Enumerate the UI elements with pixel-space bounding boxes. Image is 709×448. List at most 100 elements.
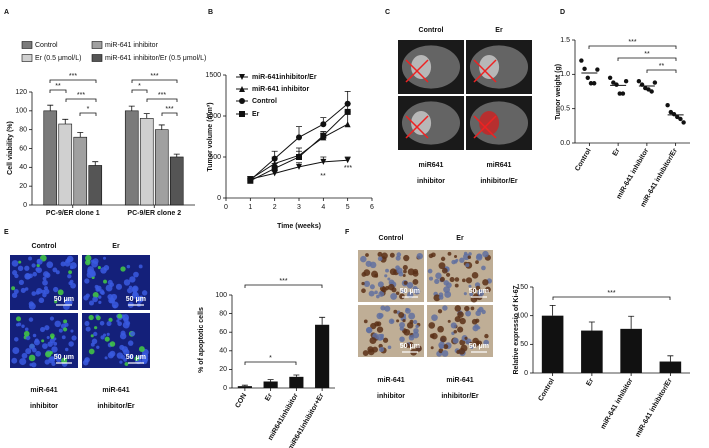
image-detail <box>434 278 440 285</box>
image-detail <box>138 264 143 269</box>
image-detail <box>474 343 478 347</box>
image-detail <box>467 255 472 260</box>
image-detail <box>404 342 410 349</box>
image-detail <box>440 335 447 343</box>
image-detail <box>398 312 405 318</box>
bar <box>88 165 103 206</box>
panel-letter: E <box>4 229 9 236</box>
error-bar <box>293 374 300 377</box>
image-detail <box>23 330 30 337</box>
significance-label: * <box>138 83 141 90</box>
y-tick-label: 1.5 <box>560 37 570 44</box>
image-detail <box>473 59 497 83</box>
point <box>636 79 642 84</box>
line <box>250 111 349 182</box>
image-detail <box>116 319 120 323</box>
image-label: inhibitor <box>377 393 405 400</box>
image-detail <box>462 278 466 283</box>
y-axis-label: Relative expressio of Ki-67 <box>513 285 520 374</box>
image-detail <box>468 252 472 256</box>
image-detail <box>132 285 139 292</box>
image-detail <box>458 348 466 355</box>
image-detail <box>88 314 94 321</box>
error-bar <box>158 124 165 130</box>
image-detail <box>387 345 392 350</box>
bar <box>154 129 169 206</box>
legend-label: Er <box>252 111 260 118</box>
image-detail <box>92 258 99 265</box>
scale-label: 50 μm <box>400 343 420 350</box>
image-label: miR-641 <box>102 387 129 394</box>
x-tick-label: PC-9/ER clone 1 <box>46 210 100 217</box>
image-detail <box>102 256 107 260</box>
scale-label: 50 μm <box>469 343 489 350</box>
y-tick-label: 20 <box>19 183 27 190</box>
significance-bracket <box>131 89 148 93</box>
image-detail <box>49 316 55 321</box>
x-tick-label: 6 <box>370 204 374 211</box>
significance-label: * <box>87 106 90 113</box>
legend-swatch <box>21 41 33 49</box>
significance-label: ** <box>644 51 650 58</box>
image-detail <box>445 272 451 277</box>
image-detail <box>450 322 457 329</box>
x-tick-label: miR-641 inhibitor <box>616 147 651 200</box>
image-detail <box>35 350 41 357</box>
x-axis-label: Time (weeks) <box>277 223 321 230</box>
y-tick-label: 100 <box>516 313 528 320</box>
image-detail <box>477 308 481 313</box>
image-detail <box>441 350 449 357</box>
image-detail <box>395 265 400 271</box>
significance-bracket <box>49 89 67 93</box>
image-detail <box>395 255 401 261</box>
panel-letter: F <box>345 229 350 236</box>
x-tick-label: CON <box>234 392 248 409</box>
scale-label: 50 μm <box>54 296 74 303</box>
image-detail <box>20 287 26 294</box>
image-detail <box>43 288 50 295</box>
y-tick-label: 60 <box>19 145 27 152</box>
image-detail <box>21 324 25 328</box>
significance-bracket <box>65 98 97 102</box>
image-detail <box>428 276 434 281</box>
significance-label: *** <box>77 92 85 99</box>
image-detail <box>391 287 397 293</box>
image-detail <box>90 334 94 338</box>
image-detail <box>11 286 16 291</box>
image-detail <box>377 256 383 262</box>
significance-label: *** <box>628 39 636 46</box>
image-detail <box>454 283 459 288</box>
significance-label: *** <box>279 278 287 285</box>
image-detail <box>396 319 400 323</box>
bar <box>169 156 184 206</box>
image-detail <box>42 276 47 281</box>
image-detail <box>131 291 139 299</box>
image-detail <box>390 292 398 300</box>
bar <box>73 136 88 206</box>
image-detail <box>120 266 126 272</box>
image-detail <box>106 332 110 336</box>
panel-letter: C <box>385 9 390 16</box>
error-bar <box>628 315 635 329</box>
image-detail <box>123 317 129 323</box>
image-detail <box>430 346 434 350</box>
image-detail <box>106 321 112 327</box>
image-detail <box>384 274 388 278</box>
legend-marker <box>239 86 245 92</box>
image-detail <box>133 271 139 278</box>
image-detail <box>374 273 379 278</box>
y-tick-label: 100 <box>215 292 227 299</box>
legend-label: miR-641 inhibitor <box>105 42 159 49</box>
image-detail <box>84 278 90 284</box>
image-detail <box>92 292 99 299</box>
image-detail <box>454 305 462 312</box>
image-detail <box>388 318 395 325</box>
image-detail <box>369 284 375 290</box>
image-detail <box>475 260 479 264</box>
image-detail <box>403 254 410 262</box>
image-detail <box>469 292 474 297</box>
image-detail <box>128 354 134 360</box>
image-detail <box>402 264 408 271</box>
point <box>585 75 590 80</box>
image-detail <box>475 254 483 261</box>
